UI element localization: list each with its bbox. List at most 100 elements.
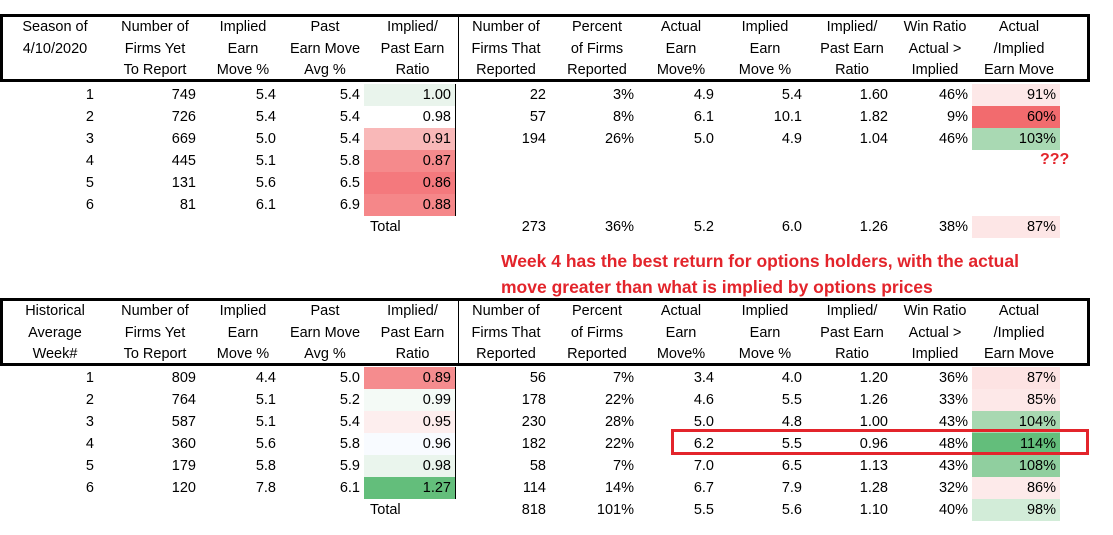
top-cell: [806, 172, 892, 194]
bottom-header-text: Earn: [749, 324, 781, 341]
bottom-header-text: Number of: [472, 303, 540, 319]
bottom-cell: 1.00: [859, 414, 888, 430]
bottom-header-text: Firms Yet: [124, 324, 186, 341]
bottom-total-cell: 5.5: [693, 502, 714, 518]
bottom-cell: 14%: [604, 480, 634, 496]
bottom-cell: 22%: [604, 392, 634, 408]
bottom-header-text: Ratio: [395, 346, 430, 362]
bottom-cell: 6.1: [339, 480, 360, 496]
bottom-total-blank: [200, 499, 280, 521]
top-cell: 0.88: [364, 194, 456, 216]
top-cell: 0.86: [364, 172, 456, 194]
bottom-header-text: Win Ratio: [903, 303, 967, 319]
bottom-header-text: Move %: [216, 346, 270, 362]
top-header-col-9: Implied Earn Move %: [721, 17, 809, 79]
top-total-label: Total: [370, 219, 401, 235]
top-header-text: /Implied: [993, 40, 1045, 57]
bottom-cell: 6.7: [693, 480, 714, 496]
top-cell: 1.00: [364, 84, 456, 106]
bottom-row-4: 4 360 5.6 5.8 0.96 182 22% 6.2 5.5 0.96 48% 114%: [0, 433, 1090, 455]
top-header-col-1: Season of 4/10/2020: [3, 17, 107, 79]
top-cell: 8%: [613, 109, 634, 125]
top-table-header: Season of 4/10/2020 Number of Firms Yet To R…: [0, 14, 1090, 82]
top-header-text: Implied: [741, 19, 789, 35]
bottom-header-text: Past Earn: [820, 324, 884, 341]
bottom-cell: 6.5: [781, 458, 802, 474]
top-cell: 91%: [972, 84, 1060, 106]
bottom-header-text: Ratio: [835, 346, 869, 362]
top-cell: 5: [85, 175, 94, 191]
bottom-header-text: Reported: [567, 346, 627, 362]
bottom-cell: 28%: [604, 414, 634, 430]
top-cell: 5.1: [255, 153, 276, 169]
top-total-cell: 38%: [938, 219, 968, 235]
top-cell: [550, 172, 638, 194]
bottom-header-text: Earn Move: [983, 346, 1055, 362]
top-cell: 0.98: [364, 106, 456, 128]
bottom-header-text: Past: [310, 303, 340, 319]
top-header-col-8: Actual Earn Move%: [641, 17, 721, 79]
bottom-header-text: Move %: [738, 346, 792, 362]
top-cell: 5.4: [255, 109, 276, 125]
bottom-cell: 1.28: [859, 480, 888, 496]
bottom-header-text: Historical: [25, 303, 85, 319]
top-cell: 5.4: [781, 87, 802, 103]
bottom-cell: 5.0: [693, 414, 714, 430]
top-cell: [892, 150, 972, 172]
bottom-cell: 6: [85, 480, 94, 496]
top-total-cell: 87%: [972, 216, 1060, 238]
top-cell: [972, 172, 1060, 194]
bottom-cell: 0.96: [364, 433, 456, 455]
bottom-header-text: Firms That: [471, 324, 541, 341]
top-header-col-3: Implied Earn Move %: [203, 17, 283, 79]
bottom-cell: 1.27: [364, 477, 456, 499]
top-total-cell: 273: [521, 219, 546, 235]
bottom-header-text: Percent: [572, 303, 622, 319]
bottom-cell: 5.5: [781, 392, 802, 408]
top-cell: [550, 194, 638, 216]
bottom-cell: 0.98: [364, 455, 456, 477]
top-cell: 5.4: [339, 131, 360, 147]
bottom-total-blank: [280, 499, 364, 521]
bottom-header-text: of Firms: [570, 324, 624, 341]
top-cell: 4: [85, 153, 94, 169]
top-total-blank: [200, 216, 280, 238]
bottom-cell: 360: [171, 436, 196, 452]
bottom-cell: 7.0: [693, 458, 714, 474]
top-cell: 10.1: [773, 109, 802, 125]
top-cell: 6.1: [255, 197, 276, 213]
top-cell: 2: [85, 109, 94, 125]
bottom-header-text: To Report: [123, 346, 187, 362]
top-cell: 5.4: [339, 109, 360, 125]
top-header-text: Actual: [998, 19, 1040, 35]
top-cell: [972, 194, 1060, 216]
top-cell: 5.0: [693, 131, 714, 147]
top-total-blank: [0, 216, 104, 238]
bottom-cell: 178: [521, 392, 546, 408]
bottom-cell: 104%: [972, 411, 1060, 433]
bottom-cell: 5: [85, 458, 94, 474]
bottom-cell: 1.26: [859, 392, 888, 408]
top-header-col-5: Implied/Past Earn Ratio: [367, 17, 459, 79]
bottom-header-text: Implied/: [387, 303, 438, 319]
top-cell: [718, 150, 806, 172]
top-total-cell: 36%: [604, 219, 634, 235]
top-row-6: 6 81 6.1 6.9 0.88: [0, 194, 1090, 216]
bottom-cell: 86%: [972, 477, 1060, 499]
bottom-cell: 587: [171, 414, 196, 430]
question-marks: ???: [1040, 151, 1070, 168]
top-cell: 5.6: [255, 175, 276, 191]
top-header-text: of Firms: [570, 40, 624, 57]
top-cell: 131: [171, 175, 196, 191]
bottom-total-cell: 98%: [972, 499, 1060, 521]
bottom-cell: 5.0: [339, 370, 360, 386]
top-cell: 5.4: [255, 87, 276, 103]
bottom-cell: 43%: [938, 414, 968, 430]
bottom-cell: 1: [85, 370, 94, 386]
top-header-text: Percent: [572, 19, 622, 35]
bottom-cell: 5.5: [781, 436, 802, 452]
bottom-cell: 1.13: [859, 458, 888, 474]
top-header-text: Past: [310, 19, 340, 35]
top-header-text: Number of: [121, 19, 189, 35]
bottom-cell: 4: [85, 436, 94, 452]
